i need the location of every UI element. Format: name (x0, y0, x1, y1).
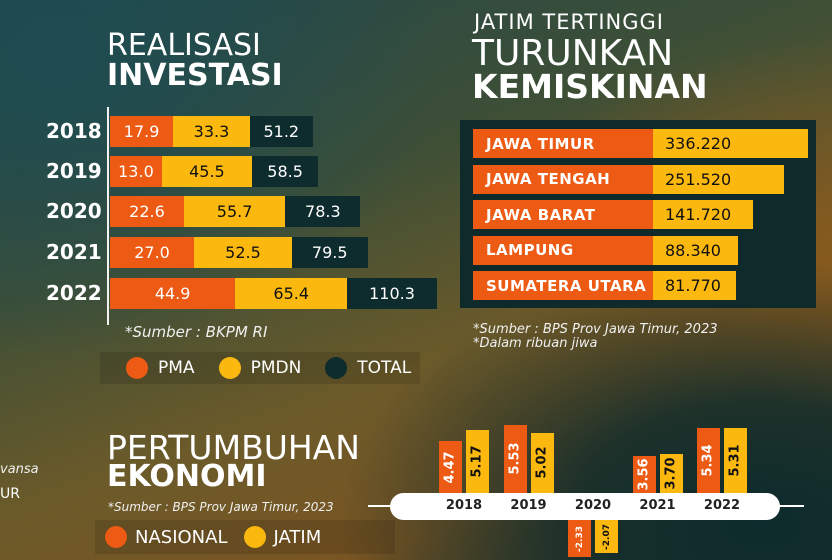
bar-value-label: 3.56 (636, 458, 652, 491)
pmdn-bar: 65.4 (235, 278, 348, 309)
legend-pma: PMA (158, 358, 195, 378)
province-value-bar: 88.340 (653, 235, 738, 265)
province-value-bar: 336.220 (653, 129, 808, 158)
nasional-bar: 5.53 (503, 424, 527, 493)
legend-nasional: NASIONAL (135, 526, 228, 548)
province-value-bar: 81.770 (653, 271, 737, 300)
nasional-bar: 4.47 (439, 441, 462, 493)
year-label: 2018 (46, 119, 102, 143)
ekonomi-source: *Sumber : BPS Prov Jawa Timur, 2023 (108, 500, 334, 514)
bar-row: 22.6 55.7 78.3 (110, 196, 361, 227)
province-row: JAWA BARAT 141.720 (473, 200, 754, 229)
total-bar: 79.5 (291, 237, 368, 268)
year-label: 2018 (445, 498, 483, 513)
bar-row: 44.9 65.4 110.3 (110, 278, 437, 309)
bar-value-label: 3.70 (663, 457, 679, 490)
timeline-pill (390, 493, 780, 520)
year-label: 2019 (46, 159, 102, 183)
investasi-source: *Sumber : BKPM RI (125, 323, 268, 341)
bar-row: 17.9 33.3 51.2 (110, 116, 313, 147)
investasi-legend: PMA PMDN TOTAL (100, 352, 420, 384)
bar-value-label: 4.47 (443, 451, 459, 484)
pma-bar: 27.0 (110, 237, 195, 268)
bar-value-label: -2.07 (601, 523, 612, 550)
year-label: 2020 (46, 199, 102, 223)
province-row: JAWA TIMUR 336.220 (473, 129, 808, 158)
province-name: JAWA TENGAH (473, 164, 653, 194)
legend-jatim: JATIM (273, 526, 322, 548)
total-dot-icon (325, 357, 348, 379)
jatim-dot-icon (243, 526, 266, 548)
nasional-bar: -2.33 (568, 520, 591, 558)
pmdn-bar: 45.5 (161, 156, 252, 187)
province-name: JAWA TIMUR (473, 129, 653, 158)
jatim-bar: 5.31 (724, 428, 747, 493)
province-name: LAMPUNG (473, 235, 653, 265)
province-row: JAWA TENGAH 251.520 (473, 164, 785, 194)
bar-value-label: 5.17 (470, 445, 486, 478)
total-bar: 110.3 (347, 278, 437, 309)
ekonomi-legend: NASIONAL JATIM (95, 520, 395, 554)
province-name: JAWA BARAT (473, 200, 653, 229)
edge-text-2: UR (0, 486, 20, 502)
year-label: 2019 (510, 498, 547, 513)
kemiskinan-note: *Dalam ribuan jiwa (473, 336, 598, 351)
jatim-bar: 5.02 (530, 432, 554, 493)
total-bar: 58.5 (251, 156, 319, 187)
jatim-bar: -2.07 (595, 520, 618, 554)
jatim-bar: 5.17 (466, 430, 489, 493)
year-label: 2022 (703, 498, 741, 513)
edge-text-1: vansa (0, 462, 39, 477)
total-bar: 78.3 (285, 196, 361, 227)
pmdn-bar: 52.5 (194, 237, 292, 268)
pma-bar: 22.6 (110, 196, 184, 227)
pma-bar: 44.9 (110, 278, 236, 309)
year-label: 2021 (639, 498, 676, 513)
province-value-bar: 251.520 (653, 164, 785, 194)
province-value-bar: 141.720 (653, 200, 754, 229)
pma-dot-icon (126, 357, 148, 379)
ekonomi-title-line2: EKONOMI (107, 459, 267, 494)
kemiskinan-title-line2: TURUNKAN (472, 33, 674, 74)
province-name: SUMATERA UTARA (473, 271, 653, 300)
year-label: 2021 (46, 240, 102, 264)
bar-value-label: 5.31 (728, 444, 744, 477)
nasional-bar: 5.34 (697, 427, 720, 493)
nasional-dot-icon (105, 526, 127, 548)
province-row: LAMPUNG 88.340 (473, 235, 738, 265)
pma-bar: 13.0 (110, 156, 162, 187)
axis-line (107, 107, 109, 325)
pma-bar: 17.9 (110, 116, 174, 147)
bar-row: 13.0 45.5 58.5 (110, 156, 319, 187)
kemiskinan-source: *Sumber : BPS Prov Jawa Timur, 2023 (473, 322, 718, 337)
bar-value-label: -2.33 (574, 525, 585, 552)
total-bar: 51.2 (249, 116, 313, 147)
bar-value-label: 5.02 (534, 446, 550, 479)
pmdn-dot-icon (218, 357, 241, 379)
bar-value-label: 5.53 (507, 442, 523, 475)
province-row: SUMATERA UTARA 81.770 (473, 271, 737, 300)
bar-row: 27.0 52.5 79.5 (110, 237, 368, 268)
legend-total: TOTAL (357, 358, 412, 378)
nasional-bar: 3.56 (632, 456, 656, 493)
year-label: 2022 (46, 281, 102, 305)
jatim-bar: 3.70 (659, 453, 683, 493)
pmdn-bar: 33.3 (173, 116, 250, 147)
investasi-title-line2: INVESTASI (107, 58, 283, 93)
kemiskinan-title-line3: KEMISKINAN (472, 67, 708, 106)
ekonomi-title-line1: PERTUMBUHAN (107, 428, 360, 467)
bar-value-label: 5.34 (701, 444, 717, 477)
year-label: 2020 (574, 498, 612, 513)
kemiskinan-title-line1: JATIM TERTINGGI (474, 10, 665, 34)
legend-pmdn: PMDN (250, 358, 302, 378)
investasi-title-line1: REALISASI (107, 28, 261, 63)
pmdn-bar: 55.7 (183, 196, 286, 227)
